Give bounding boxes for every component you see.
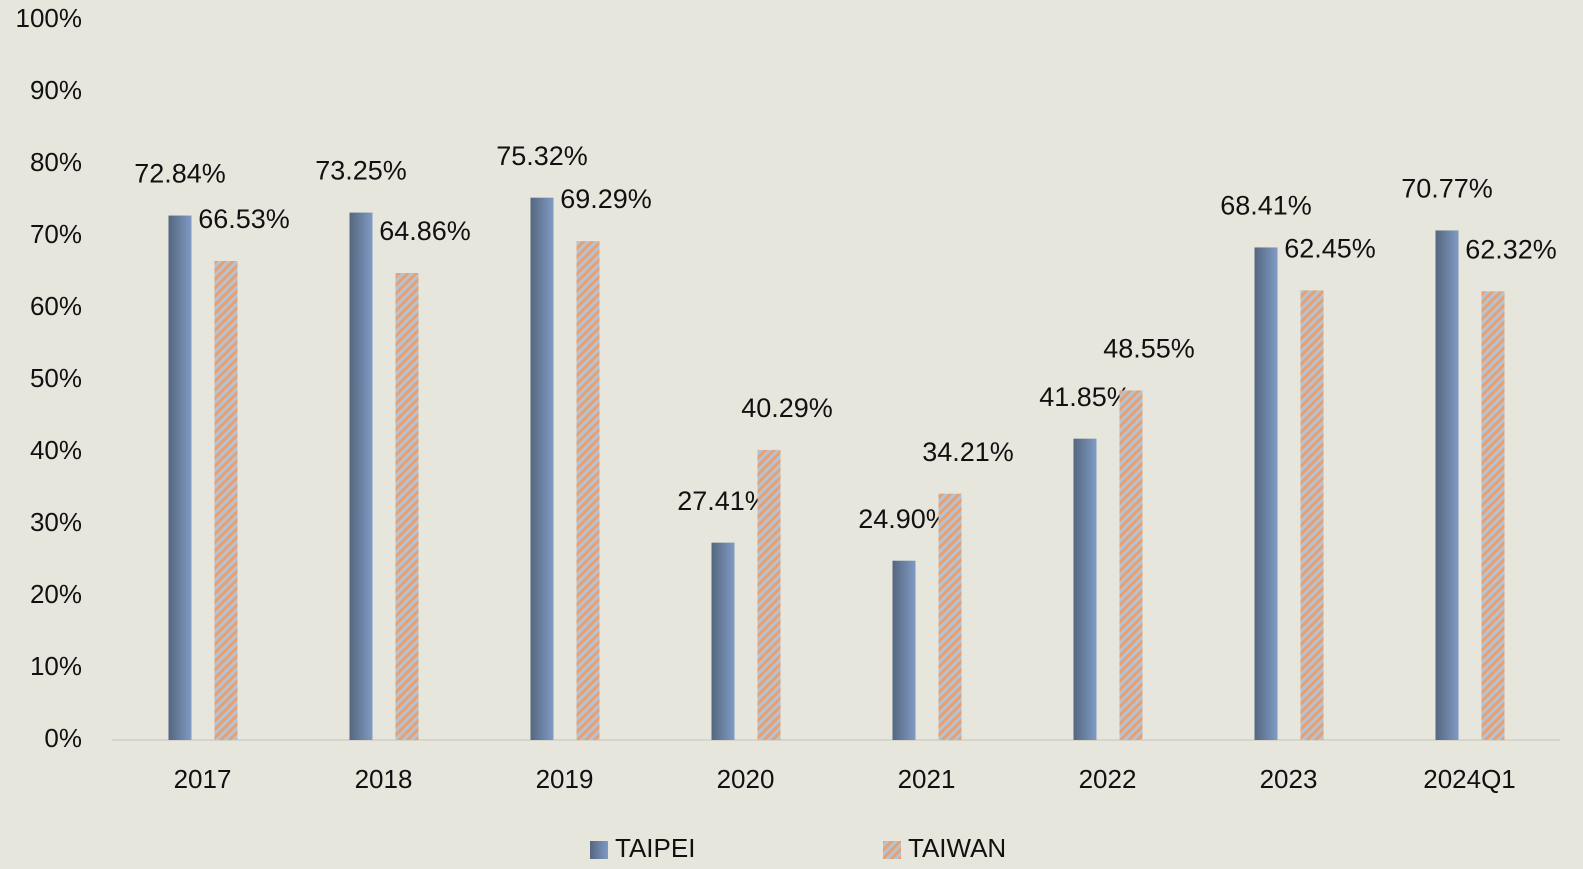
bar xyxy=(576,241,600,740)
bar xyxy=(395,273,419,740)
y-tick-label: 40% xyxy=(30,435,82,465)
bar xyxy=(757,449,781,740)
value-label: 68.41% xyxy=(1220,191,1312,221)
x-tick-label: 2023 xyxy=(1260,764,1318,794)
bar xyxy=(1073,438,1097,740)
value-label: 75.32% xyxy=(496,141,588,171)
y-tick-label: 20% xyxy=(30,579,82,609)
value-label: 24.90% xyxy=(858,504,950,534)
legend-swatch xyxy=(590,841,608,859)
value-label: 40.29% xyxy=(741,393,833,423)
value-label: 27.41% xyxy=(677,486,769,516)
legend-label: TAIWAN xyxy=(908,833,1006,863)
x-tick-label: 2021 xyxy=(898,764,956,794)
bar xyxy=(214,260,238,740)
x-tick-label: 2020 xyxy=(717,764,775,794)
y-tick-label: 60% xyxy=(30,291,82,321)
y-tick-label: 50% xyxy=(30,363,82,393)
bar xyxy=(1300,290,1324,740)
y-tick-label: 30% xyxy=(30,507,82,537)
legend-label: TAIPEI xyxy=(615,833,695,863)
bar xyxy=(892,560,916,740)
value-label: 64.86% xyxy=(379,216,471,246)
bar xyxy=(1119,390,1143,740)
x-tick-label: 2019 xyxy=(536,764,594,794)
value-label: 48.55% xyxy=(1103,334,1195,364)
y-tick-label: 100% xyxy=(16,3,83,33)
value-label: 62.45% xyxy=(1284,233,1376,263)
bar xyxy=(1481,291,1505,740)
bar xyxy=(530,197,554,741)
legend-swatch xyxy=(883,841,901,859)
bar xyxy=(168,215,192,740)
bar xyxy=(1254,247,1278,740)
value-label: 62.32% xyxy=(1465,234,1557,264)
x-tick-label: 2022 xyxy=(1079,764,1137,794)
value-label: 72.84% xyxy=(134,159,226,189)
y-tick-label: 10% xyxy=(30,651,82,681)
y-tick-label: 0% xyxy=(44,723,82,753)
y-tick-label: 70% xyxy=(30,219,82,249)
value-label: 70.77% xyxy=(1401,174,1493,204)
bar xyxy=(938,493,962,740)
value-label: 73.25% xyxy=(315,156,407,186)
x-tick-label: 2017 xyxy=(174,764,232,794)
value-label: 69.29% xyxy=(560,184,652,214)
bar xyxy=(349,212,373,741)
x-tick-label: 2024Q1 xyxy=(1423,764,1516,794)
x-tick-label: 2018 xyxy=(355,764,413,794)
y-tick-label: 90% xyxy=(30,75,82,105)
bar xyxy=(711,542,735,740)
value-label: 66.53% xyxy=(198,204,290,234)
bar xyxy=(1435,230,1459,740)
y-tick-label: 80% xyxy=(30,147,82,177)
value-label: 41.85% xyxy=(1039,382,1131,412)
value-label: 34.21% xyxy=(922,437,1014,467)
